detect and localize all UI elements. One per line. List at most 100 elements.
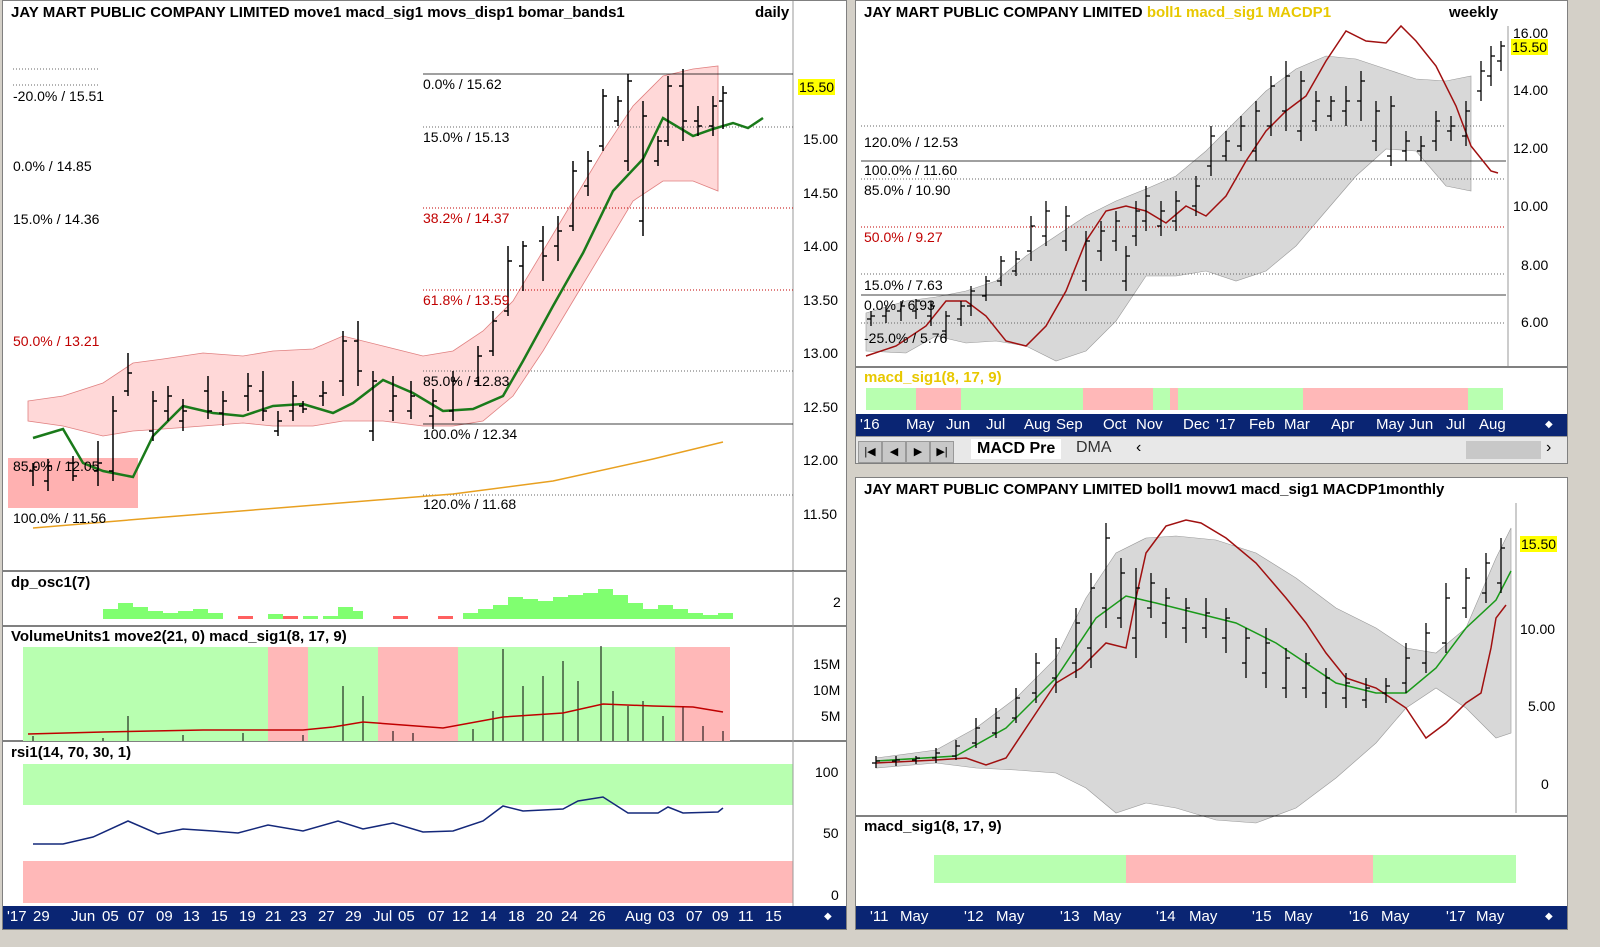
daily-chart-pane[interactable]: JAY MART PUBLIC COMPANY LIMITED move1 ma…	[2, 0, 847, 930]
fib-label: 15.0% / 15.13	[423, 129, 510, 145]
date-tick: '13	[1060, 908, 1080, 925]
date-tick: May	[1381, 908, 1410, 925]
volume-tick: 5M	[821, 708, 841, 724]
price-tick: 5.00	[1528, 698, 1556, 714]
osc-bar	[598, 589, 613, 619]
osc-bar	[643, 609, 658, 619]
price-tick: 14.50	[803, 185, 839, 201]
osc-bar	[323, 616, 338, 619]
date-tick: May	[1189, 908, 1218, 925]
prev-icon[interactable]: ◀	[882, 441, 906, 463]
price-tick: 14.00	[1513, 82, 1549, 98]
fib-label: 50.0% / 13.21	[13, 333, 100, 349]
date-tick: May	[906, 416, 935, 433]
fib-label: 85.0% / 12.05	[13, 458, 100, 474]
date-tick: Feb	[1249, 416, 1275, 433]
rsi-tick: 100	[815, 764, 839, 780]
date-tick: 19	[239, 908, 256, 925]
tab-macd-pre[interactable]: MACD Pre	[971, 439, 1062, 459]
date-tick: May	[1093, 908, 1122, 925]
rsi-line	[33, 796, 724, 845]
date-tick: 12	[452, 908, 469, 925]
date-tick: 05	[398, 908, 415, 925]
price-tick: 6.00	[1521, 314, 1549, 330]
daily-timeframe: daily	[755, 4, 790, 21]
osc-bar	[208, 613, 223, 619]
date-tick: May	[1376, 416, 1405, 433]
date-tick: 11	[738, 908, 754, 925]
osc-bar	[438, 616, 453, 619]
price-tick: 10.00	[1520, 621, 1556, 637]
weekly-title-main: JAY MART PUBLIC COMPANY LIMITED	[864, 4, 1143, 21]
fib-label: 15.0% / 7.63	[864, 277, 943, 293]
weekly-title-indicators: boll1 macd_sig1 MACDP1	[1146, 4, 1332, 21]
date-tick: 23	[290, 908, 307, 925]
price-tick: 12.00	[1513, 140, 1549, 156]
fib-label: 50.0% / 9.27	[864, 229, 943, 245]
weekly-chart-svg	[856, 24, 1567, 410]
osc-bar	[268, 614, 283, 619]
date-tick: Jul	[373, 908, 393, 925]
date-tick: 20	[536, 908, 553, 925]
volume-tick: 15M	[813, 656, 841, 672]
scroll-arrow-icon[interactable]: ◆	[1545, 419, 1553, 430]
next-icon[interactable]: ▶	[906, 441, 930, 463]
monthly-date-axis[interactable]: '11 May '12 May '13 May '14 May '15 May '16 May '17 M…	[856, 906, 1567, 929]
first-icon[interactable]: |◀	[858, 441, 882, 463]
price-tick: 10.00	[1513, 198, 1549, 214]
tab-scrollbar[interactable]	[1466, 441, 1541, 459]
osc-bar	[508, 597, 523, 619]
price-tick: 13.50	[803, 292, 839, 308]
price-tick: 16.00	[1513, 25, 1549, 41]
osc-bar	[303, 616, 318, 619]
date-tick: '17	[7, 908, 27, 925]
last-icon[interactable]: ▶|	[930, 441, 954, 463]
date-tick: May	[900, 908, 929, 925]
fib-label: -20.0% / 15.51	[13, 88, 105, 104]
price-tick: 14.00	[803, 238, 839, 254]
date-tick: Jun	[71, 908, 96, 925]
date-tick: 27	[318, 908, 335, 925]
price-tick: 0	[1541, 776, 1549, 792]
date-tick: 09	[156, 908, 173, 925]
weekly-chart-pane[interactable]: JAY MART PUBLIC COMPANY LIMITED boll1 ma…	[855, 0, 1568, 464]
osc-bar	[658, 605, 673, 619]
scroll-arrow-icon[interactable]: ◆	[1545, 911, 1553, 922]
date-tick: 26	[589, 908, 606, 925]
scroll-right-icon[interactable]: ›	[1546, 439, 1552, 456]
date-tick: '17	[1446, 908, 1466, 925]
osc-bar	[463, 613, 478, 619]
osc-bar	[193, 609, 208, 619]
daily-date-axis[interactable]: '17 29 Jun 05 07 09 13 15 19 21 23 27 29 Jul 05 07 12 14 1…	[3, 906, 846, 929]
daily-chart-svg	[3, 1, 846, 906]
monthly-chart-svg	[856, 503, 1567, 883]
date-tick: 07	[686, 908, 703, 925]
monthly-chart-pane[interactable]: JAY MART PUBLIC COMPANY LIMITED boll1 mo…	[855, 477, 1568, 930]
osc-bar	[703, 615, 718, 619]
tab-dma[interactable]: DMA	[1076, 439, 1112, 456]
osc-bar	[718, 613, 733, 619]
fib-label: 100.0% / 11.60	[864, 162, 958, 178]
osc-bar	[348, 611, 363, 619]
fib-label: -25.0% / 5.76	[864, 330, 948, 346]
date-tick: Oct	[1103, 416, 1127, 433]
osc-bar	[178, 611, 193, 619]
price-tick: 13.00	[803, 345, 839, 361]
date-tick: 07	[128, 908, 145, 925]
fib-label: 0.0% / 6.93	[864, 297, 935, 313]
date-tick: 05	[102, 908, 119, 925]
daily-current-price: 15.50	[798, 79, 836, 95]
weekly-date-axis[interactable]: '16 May Jun Jul Aug Sep Oct Nov Dec '17 Feb Mar Apr M…	[856, 414, 1567, 436]
date-tick: Jul	[986, 416, 1006, 433]
date-tick: May	[1476, 908, 1505, 925]
osc-bar	[538, 601, 553, 619]
osc-bar	[613, 595, 628, 619]
volume-label: VolumeUnits1 move2(21, 0) macd_sig1(8, 1…	[11, 628, 347, 645]
scroll-left-icon[interactable]: ‹	[1136, 439, 1142, 456]
scroll-arrow-icon[interactable]: ◆	[824, 911, 832, 922]
osc-bar	[493, 605, 508, 619]
osc-label: dp_osc1(7)	[11, 574, 91, 591]
date-tick: 21	[265, 908, 282, 925]
price-tick: 8.00	[1521, 257, 1549, 273]
fib-label: 120.0% / 11.68	[423, 496, 517, 512]
